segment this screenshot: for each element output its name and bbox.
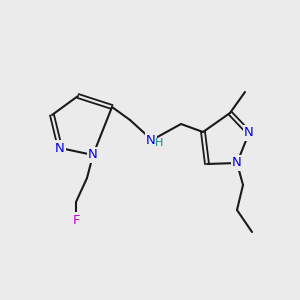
Text: N: N [55,142,65,154]
Text: N: N [146,134,156,146]
Text: N: N [244,127,254,140]
Text: N: N [88,148,98,161]
Text: N: N [232,157,242,169]
Text: F: F [72,214,80,226]
Text: H: H [155,138,163,148]
